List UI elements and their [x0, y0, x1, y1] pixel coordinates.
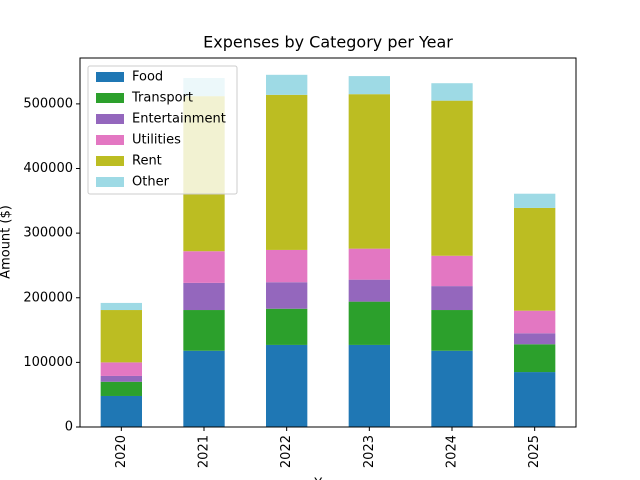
- legend-swatch: [96, 93, 124, 103]
- plot-frame: [79, 57, 577, 428]
- legend-label: Entertainment: [132, 112, 226, 127]
- bar-segment: [183, 310, 225, 351]
- legend-label: Utilities: [132, 133, 181, 148]
- bar-segment: [431, 310, 473, 351]
- bar-segment: [100, 395, 142, 427]
- bar-segment: [431, 100, 473, 256]
- bar-segment: [431, 255, 473, 287]
- bar-segment: [266, 94, 308, 250]
- bar-segment: [348, 248, 390, 280]
- bar-segment: [348, 279, 390, 302]
- bar-segment: [431, 83, 473, 101]
- y-tick-label: 200000: [23, 290, 73, 305]
- bar-segment: [348, 76, 390, 95]
- bar-segment: [266, 308, 308, 345]
- y-axis-label: Amount ($): [0, 205, 14, 279]
- y-tick-label: 0: [65, 420, 73, 435]
- legend-swatch: [96, 156, 124, 166]
- x-tick-label: 2025: [527, 435, 542, 468]
- y-tick-label: 500000: [23, 96, 73, 111]
- bar-segment: [514, 310, 556, 334]
- bar-segment: [100, 375, 142, 382]
- bar-segment: [514, 333, 556, 345]
- legend-box: [87, 65, 238, 195]
- bar-segment: [431, 350, 473, 427]
- x-tick-label: 2020: [114, 435, 129, 468]
- bar-segment: [514, 193, 556, 208]
- chart-title: Expenses by Category per Year: [203, 33, 453, 52]
- bar-segment: [100, 302, 142, 311]
- legend-label: Rent: [132, 154, 162, 169]
- bar-segment: [266, 74, 308, 95]
- bar-segment: [183, 282, 225, 311]
- x-tick-label: 2022: [279, 435, 294, 468]
- legend-swatch: [96, 72, 124, 82]
- bar-segment: [100, 310, 142, 363]
- bar-segment: [266, 344, 308, 427]
- bar-segment: [266, 282, 308, 309]
- bar-segment: [100, 362, 142, 376]
- bar-segment: [183, 251, 225, 283]
- bar-segment: [348, 344, 390, 427]
- y-tick-label: 300000: [23, 226, 73, 241]
- legend-label: Food: [132, 70, 163, 85]
- legend-swatch: [96, 177, 124, 187]
- y-tick-label: 100000: [23, 355, 73, 370]
- bar-segment: [100, 381, 142, 396]
- bar-segment: [266, 249, 308, 283]
- legend-label: Transport: [131, 91, 193, 106]
- legend-label: Other: [132, 175, 170, 190]
- bar-segment: [183, 350, 225, 427]
- legend-swatch: [96, 114, 124, 124]
- bar-segment: [514, 372, 556, 427]
- x-tick-label: 2024: [445, 435, 460, 468]
- bar-segment: [431, 286, 473, 311]
- x-tick-label: 2023: [362, 435, 377, 468]
- bar-segment: [348, 301, 390, 345]
- x-axis-label: Year: [313, 477, 342, 480]
- legend-swatch: [96, 135, 124, 145]
- legend: Food Transport Entertainment Utilities Rent O…: [87, 65, 238, 195]
- x-tick-label: 2021: [197, 435, 212, 468]
- bar-segment: [348, 94, 390, 249]
- bar-segment: [514, 344, 556, 373]
- bar-segment: [514, 207, 556, 311]
- y-tick-label: 400000: [23, 161, 73, 176]
